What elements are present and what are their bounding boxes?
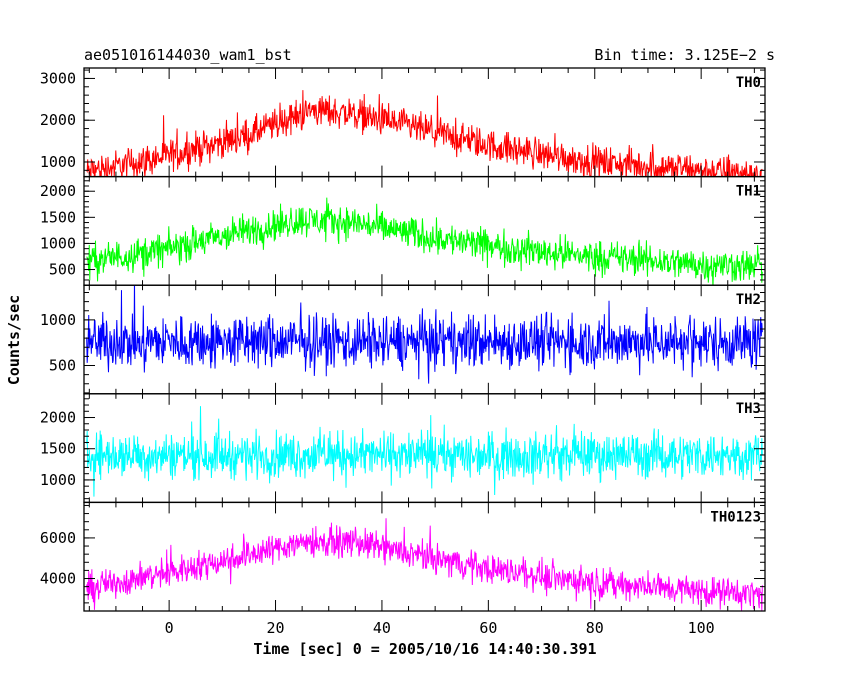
panel-label-th3: TH3 — [736, 401, 761, 417]
y-tick-label: 1500 — [40, 208, 76, 226]
x-axis-label: Time [sec] 0 = 2005/10/16 14:40:30.391 — [253, 640, 596, 658]
series-th0123 — [86, 518, 763, 611]
panel-frame — [83, 284, 766, 395]
x-tick-label: 60 — [479, 619, 497, 637]
x-tick-label: 0 — [165, 619, 174, 637]
y-tick-label: 1000 — [40, 234, 76, 252]
series-th1 — [86, 197, 763, 286]
y-tick-label: 1000 — [40, 153, 76, 171]
y-tick-label: 500 — [49, 357, 76, 375]
y-tick-label: 500 — [49, 261, 76, 279]
series-th2 — [86, 285, 763, 384]
panel-label-th0123: TH0123 — [710, 509, 761, 525]
y-tick-label: 1500 — [40, 440, 76, 458]
panel-th3: 1000 1500 2000 TH3 — [40, 393, 766, 504]
y-tick-label: 2000 — [40, 409, 76, 427]
series-th3 — [86, 406, 763, 497]
panel-th0123: 4000 6000 TH0123 — [40, 501, 766, 612]
panel-label-th1: TH1 — [736, 184, 761, 200]
panel-label-th2: TH2 — [736, 292, 761, 308]
y-tick-label: 6000 — [40, 529, 76, 547]
x-tick-label: 20 — [267, 619, 285, 637]
y-tick-label: 1000 — [40, 471, 76, 489]
x-tick-label: 100 — [688, 619, 715, 637]
panel-label-th0: TH0 — [736, 75, 761, 91]
x-tick-label: 80 — [586, 619, 604, 637]
series-th0 — [86, 90, 763, 177]
y-tick-label: 1000 — [40, 311, 76, 329]
y-tick-label: 3000 — [40, 69, 76, 87]
panel-th1: 500 1000 1500 2000 TH1 — [40, 175, 766, 286]
panel-frame — [83, 501, 766, 612]
chart-title: ae051016144030_wam1_bst — [84, 46, 292, 64]
x-tick-label: 40 — [373, 619, 391, 637]
y-tick-label: 4000 — [40, 570, 76, 588]
bin-time-label: Bin time: 3.125E−2 s — [594, 46, 775, 64]
y-tick-label: 2000 — [40, 182, 76, 200]
panel-th2: 500 1000 TH2 — [40, 284, 766, 395]
panel-th0: 1000 2000 3000 TH0 — [40, 67, 766, 178]
y-tick-label: 2000 — [40, 111, 76, 129]
y-axis-label: Counts/sec — [5, 295, 23, 385]
